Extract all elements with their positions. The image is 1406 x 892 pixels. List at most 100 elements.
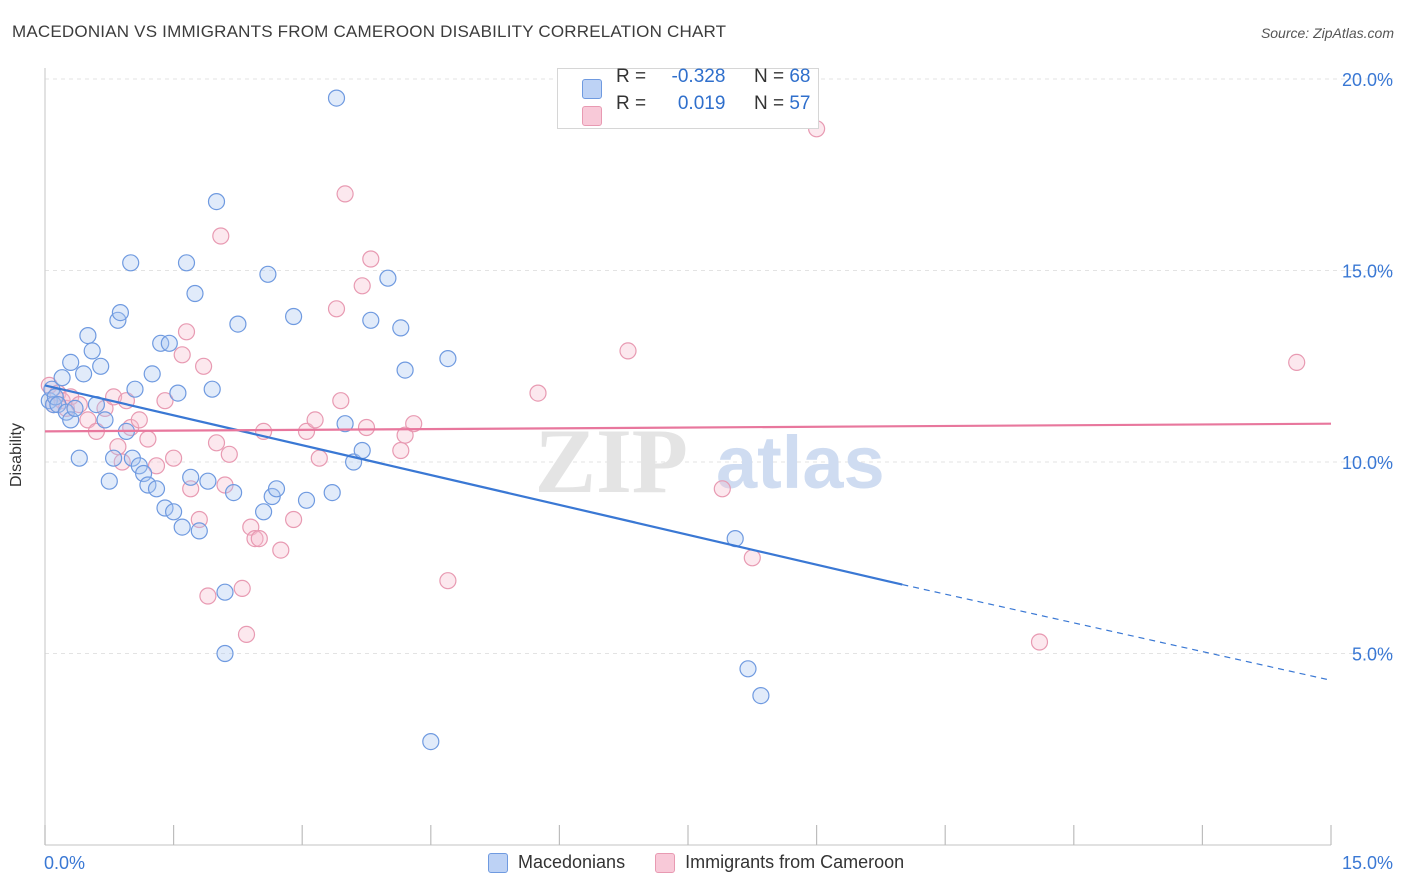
macedonian-point [122, 254, 140, 272]
stats-swatch-cameroon [582, 106, 602, 126]
legend: Macedonians Immigrants from Cameroon [488, 852, 904, 873]
macedonian-point [216, 644, 234, 663]
cameroon-point [156, 392, 174, 410]
cameroon-point [212, 227, 230, 245]
chart-title: MACEDONIAN VS IMMIGRANTS FROM CAMEROON D… [12, 22, 727, 41]
macedonian-point [165, 503, 183, 521]
tick-labels: 5.0% 10.0% 15.0% 20.0% 0.0% 15.0% [44, 70, 1393, 873]
macedonian-point [100, 472, 118, 490]
macedonian-point [323, 484, 341, 502]
macedonian-point [216, 583, 234, 601]
macedonian-point [139, 476, 157, 494]
series-macedonians-points [40, 89, 770, 751]
cameroon-point [713, 480, 731, 498]
stats-swatch-macedonians [582, 79, 602, 99]
cameroon-point [310, 449, 328, 467]
cameroon-point [246, 529, 264, 548]
watermark: ZIP atlas [535, 410, 885, 512]
trend-lines [44, 384, 1332, 681]
stats-box: R = -0.328 N = 68 R = 0.019 N = 57 [557, 66, 819, 129]
macedonian-point [285, 307, 303, 326]
cameroon-point [147, 457, 166, 475]
cameroon-point [220, 445, 238, 463]
stats-r-label: R = [616, 93, 647, 114]
macedonian-point [169, 384, 187, 402]
cameroon-point [392, 441, 410, 460]
cameroon-point [130, 411, 148, 429]
cameroon-point [297, 422, 316, 440]
macedonian-point [396, 361, 414, 379]
y-tick-label: 5.0% [1352, 645, 1393, 665]
cameroon-point [207, 434, 226, 452]
macedonian-point [336, 415, 354, 433]
macedonian-point [126, 380, 144, 398]
cameroon-point [237, 625, 256, 644]
macedonian-point [739, 660, 757, 678]
macedonian-point [74, 365, 93, 383]
macedonian-point [92, 357, 110, 375]
macedonian-point [177, 254, 196, 272]
cameroon-point [306, 411, 324, 429]
macedonian-point [156, 499, 174, 517]
stats-r-label: R = [616, 66, 647, 87]
cameroon-point [233, 579, 251, 598]
cameroon-point [272, 541, 290, 559]
x-tick-label-max: 15.0% [1342, 853, 1393, 873]
y-tick-label: 20.0% [1342, 70, 1393, 90]
watermark-atlas: atlas [716, 421, 885, 504]
macedonian-point [752, 686, 770, 705]
cameroon-point [332, 392, 350, 410]
legend-label-cameroon: Immigrants from Cameroon [685, 852, 905, 872]
legend-item-macedonians[interactable]: Macedonians [488, 852, 625, 873]
cameroon-point [199, 587, 217, 605]
cameroon-point [405, 415, 423, 433]
macedonian-point [229, 315, 247, 333]
macedonian-point [147, 480, 166, 498]
stats-r-cameroon: 0.019 [677, 93, 726, 114]
cameroon-point [336, 185, 354, 203]
macedonian-point [66, 399, 84, 417]
gridlines [45, 78, 1395, 654]
stats-n-cameroon: 57 [789, 93, 811, 114]
y-tick-label: 15.0% [1342, 262, 1393, 282]
cameroon-point [177, 323, 196, 341]
macedonian-point [190, 522, 208, 540]
cameroon-point [285, 510, 303, 529]
macedonian-point [392, 319, 410, 337]
cameroon-point [250, 529, 268, 548]
series-cameroon-points [40, 120, 1306, 651]
cameroon-point [357, 418, 376, 437]
cameroon-point [439, 572, 457, 590]
macedonian-point [62, 353, 80, 371]
macedonian-point [379, 269, 397, 287]
trend-line-cameroon [44, 422, 1332, 433]
stats-n-macedonians: 68 [789, 66, 811, 87]
legend-item-cameroon[interactable]: Immigrants from Cameroon [655, 852, 904, 873]
macedonian-point [199, 472, 217, 490]
macedonian-point [143, 365, 161, 383]
cameroon-point [396, 426, 414, 444]
macedonian-point [182, 468, 200, 486]
cameroon-point [362, 250, 380, 268]
macedonian-point [173, 518, 191, 536]
macedonian-point [297, 491, 316, 509]
cameroon-point [1288, 353, 1306, 371]
legend-swatch-macedonians [488, 852, 508, 873]
cameroon-point [195, 357, 213, 375]
macedonian-point [96, 411, 114, 429]
cameroon-point [139, 430, 157, 448]
axes [44, 68, 1332, 846]
macedonian-point [104, 449, 123, 467]
y-tick-label: 10.0% [1342, 453, 1393, 473]
trend-line-macedonians [44, 384, 903, 586]
legend-label-macedonians: Macedonians [518, 852, 626, 872]
legend-swatch-cameroon [655, 852, 676, 873]
trend-line-macedonians-extension [902, 583, 1332, 681]
stats-n-label: N = [753, 66, 785, 87]
macedonian-point [439, 350, 457, 368]
macedonian-point [83, 342, 101, 360]
source-label: Source: ZipAtlas.com [1260, 25, 1394, 41]
stats-n-label: N = [753, 93, 785, 114]
cameroon-point [529, 384, 547, 402]
